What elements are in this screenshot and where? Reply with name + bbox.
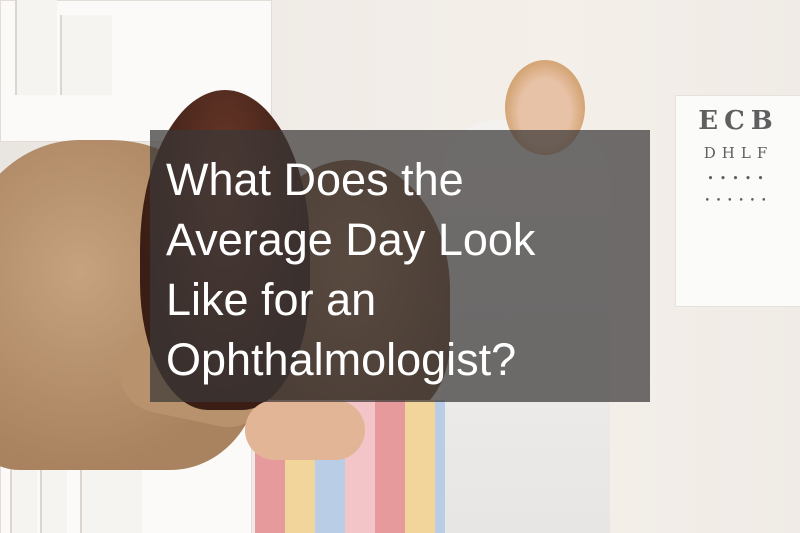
woman-hand (245, 400, 365, 460)
title-line: Ophthalmologist? (166, 334, 517, 385)
eye-chart: ECB DHLF ••••• •••••• (675, 95, 800, 307)
storage-box (60, 15, 112, 95)
eye-chart-row: ••••• (707, 172, 770, 185)
title-line: Average Day Look (166, 214, 536, 265)
title-overlay (150, 130, 650, 402)
article-title: What Does the Average Day Look Like for … (166, 150, 646, 390)
title-line: What Does the (166, 154, 464, 205)
title-line: Like for an (166, 274, 377, 325)
eye-chart-row: ECB (698, 106, 779, 136)
binder (15, 0, 57, 95)
eye-chart-row: DHLF (703, 144, 774, 162)
eye-chart-row: •••••• (704, 196, 773, 206)
